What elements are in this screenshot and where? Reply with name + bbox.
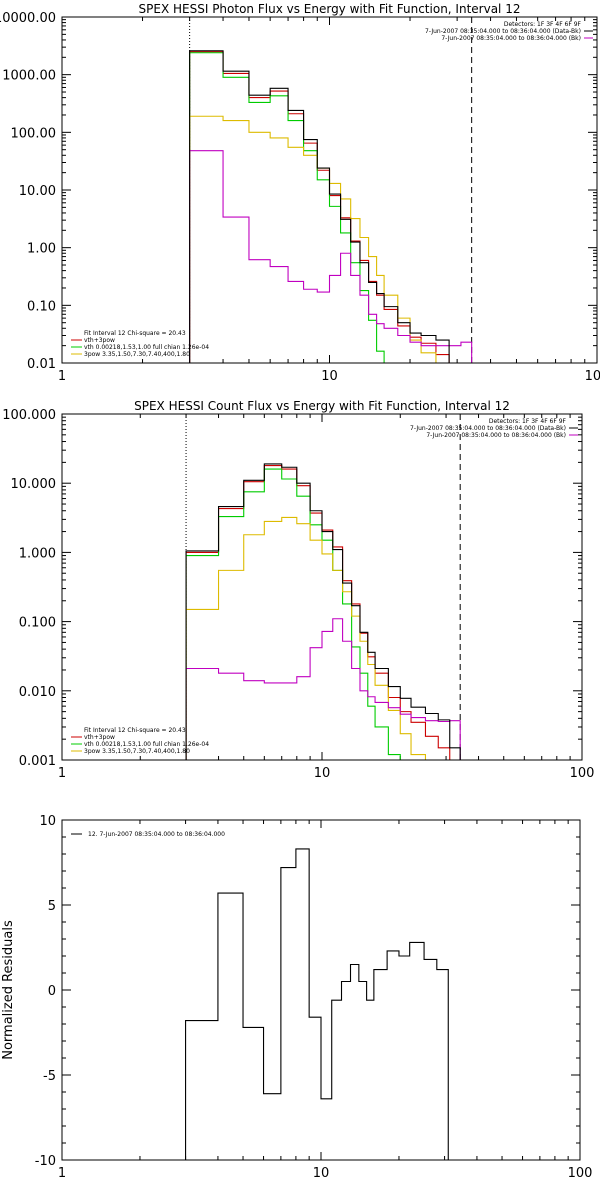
chart-panel-3: Normalized Residuals 1 10 100 -10 -5 0 5 10 12. 7… (1, 814, 592, 1181)
plot-area (185, 414, 461, 760)
y-tick-label: 0.10 (27, 299, 56, 314)
legend-top-right-text: Detectors: 1F 3F 4F 6F 9F (504, 21, 582, 28)
series-bk-line (185, 618, 461, 760)
y-tick-label: 1.000 (19, 546, 56, 561)
plot-frame (61, 16, 598, 364)
series-3pow-line (185, 516, 427, 760)
legend-bottom-left-text: vth 0.00218,1.53,1.00 full chian 1.26e-0… (84, 344, 209, 351)
plot-area (189, 17, 473, 363)
y-tick-label: 0.010 (19, 685, 56, 700)
chart-panel-2: SPEX HESSI Count Flux vs Energy with Fit… (2, 399, 594, 781)
y-tick-label: 5 (48, 899, 56, 914)
legend-bottom-left-text: Fit Interval 12 Chi-square = 20.43 (84, 727, 186, 734)
x-tick-label: 1 (58, 369, 66, 384)
series-vth-3pow-line (185, 464, 451, 760)
legend-bottom-left-text: vth+3pow (84, 337, 115, 344)
y-tick-label: 10 (39, 814, 56, 829)
x-tick-label: 100 (570, 766, 595, 781)
x-tick-label: 10 (313, 1166, 330, 1181)
y-tick-label: 0.01 (27, 357, 56, 372)
series-vth-line (185, 468, 401, 760)
legend-top-left-text: 12. 7-Jun-2007 08:35:04.000 to 08:36:04.… (88, 831, 225, 838)
chart-title: SPEX HESSI Photon Flux vs Energy with Fi… (139, 2, 521, 16)
series-data-bk-line (189, 50, 473, 363)
y-tick-label: 1.00 (27, 242, 56, 257)
y-axis-label: Normalized Residuals (1, 920, 16, 1060)
legend-top-right-text: 7-Jun-2007 08:35:04.000 to 08:36:04.000 … (410, 425, 566, 432)
legend-top-right-text: Detectors: 1F 3F 4F 6F 9F (489, 418, 567, 425)
series-vth-line (189, 52, 385, 363)
chart-title: SPEX HESSI Count Flux vs Energy with Fit… (134, 399, 510, 413)
plot-area (185, 848, 459, 1160)
series-data-bk-line (185, 463, 461, 760)
legend-top-right-text: 7-Jun-2007 08:35:04.000 to 08:36:04.000 … (441, 35, 581, 42)
chart-panel-1: SPEX HESSI Photon Flux vs Energy with Fi… (0, 2, 600, 384)
series-12-line (185, 848, 459, 1160)
plot-frame (61, 819, 581, 1161)
series-bk-line (189, 150, 473, 363)
x-tick-label: 10 (314, 766, 331, 781)
y-tick-label: 10.00 (19, 184, 56, 199)
x-tick-label: 1 (58, 766, 66, 781)
legend-bottom-left-text: vth 0.00218,1.53,1.00 full chian 1.26e-0… (84, 741, 209, 748)
legend-bottom-left-text: Fit Interval 12 Chi-square = 20.43 (84, 330, 186, 337)
legend-top-right-text: 7-Jun-2007 08:35:04.000 to 08:36:04.000 … (426, 432, 566, 439)
y-tick-label: 100.000 (2, 408, 56, 423)
y-tick-label: 0 (48, 984, 56, 999)
x-tick-label: 1 (58, 1166, 66, 1181)
y-tick-label: 10.000 (11, 477, 57, 492)
plot-frame (61, 413, 583, 761)
y-tick-label: 100.00 (11, 126, 57, 141)
y-tick-label: -10 (35, 1154, 56, 1169)
series-3pow-line (189, 115, 450, 363)
y-tick-label: -5 (43, 1069, 56, 1084)
y-tick-label: 0.100 (19, 616, 56, 631)
x-tick-label: 100 (585, 369, 600, 384)
y-tick-label: 10000.00 (0, 11, 56, 26)
x-tick-label: 10 (321, 369, 338, 384)
series-vth-3pow-line (189, 51, 473, 363)
y-tick-label: 1000.00 (2, 69, 56, 84)
x-tick-label: 100 (568, 1166, 593, 1181)
y-tick-label: 0.001 (19, 754, 56, 769)
legend-bottom-left-text: vth+3pow (84, 734, 115, 741)
legend-bottom-left-text: 3pow 3.35,1.50,7.30,7.40,400,1.80 (84, 351, 190, 358)
legend-top-right-text: 7-Jun-2007 08:35:04.000 to 08:36:04.000 … (425, 28, 581, 35)
legend-bottom-left-text: 3pow 3.35,1.50,7.30,7.40,400,1.80 (84, 748, 190, 755)
